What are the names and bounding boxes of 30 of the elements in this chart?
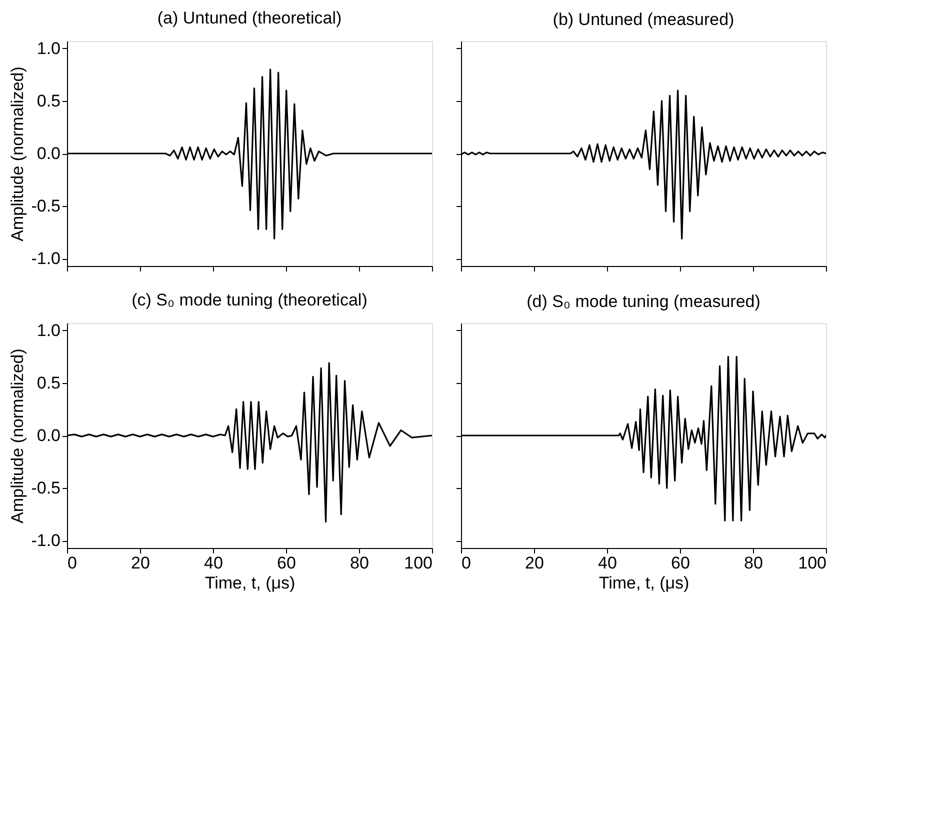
chart-title: (b) Untuned (measured) — [552, 10, 734, 29]
x-tick-label: 100 — [798, 554, 826, 572]
x-tick-label: 0 — [68, 554, 77, 572]
x-tick-label: 20 — [525, 554, 544, 572]
chart-title: (d) S₀ mode tuning (measured) — [526, 292, 760, 311]
x-tick-label: 80 — [350, 554, 369, 572]
x-tick-label: 20 — [131, 554, 150, 572]
y-axis-title: Amplitude (normalized) — [8, 66, 28, 242]
x-tick-label: 40 — [598, 554, 617, 572]
x-tick-label: 0 — [462, 554, 471, 572]
y-tick-label: 0.0 — [36, 144, 60, 163]
y-tick-label: 0.0 — [36, 426, 60, 445]
y-tick-label: -0.5 — [31, 196, 60, 216]
x-axis-title: Time, t, (μs) — [598, 574, 690, 592]
x-tick-label: 60 — [671, 554, 690, 572]
chart-title: (a) Untuned (theoretical) — [157, 8, 342, 28]
x-axis-title: Time, t, (μs) — [204, 574, 296, 592]
y-tick-label: 0.5 — [36, 373, 60, 392]
y-tick-label: 1.0 — [36, 38, 60, 58]
y-tick-label: -1.0 — [31, 249, 60, 268]
y-tick-label: 1.0 — [36, 320, 60, 340]
y-tick-label: -0.5 — [31, 478, 60, 498]
chart-title: (c) S₀ mode tuning (theoretical) — [132, 290, 368, 310]
y-tick-label: -1.0 — [31, 531, 60, 550]
x-tick-label: 60 — [277, 554, 296, 572]
y-axis-title: Amplitude (normalized) — [8, 348, 28, 524]
x-tick-label: 100 — [404, 554, 432, 572]
y-tick-label: 0.5 — [36, 91, 60, 110]
x-tick-label: 80 — [744, 554, 763, 572]
x-tick-label: 40 — [204, 554, 223, 572]
